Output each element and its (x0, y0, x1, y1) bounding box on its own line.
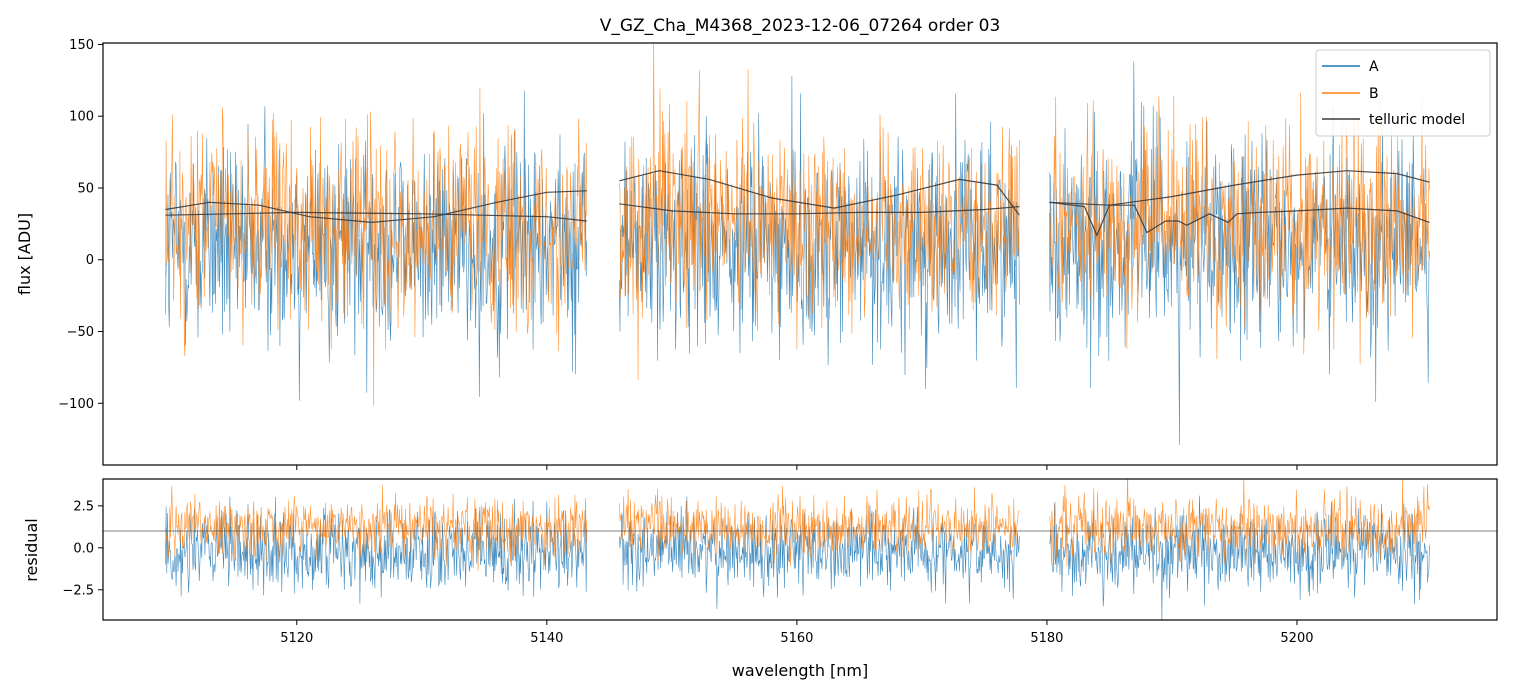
y-tick-label: 50 (77, 181, 94, 196)
x-tick-label: 5140 (530, 631, 563, 646)
series-a-line-segment-2 (619, 496, 1020, 609)
flux-plot-area (165, 43, 1430, 445)
x-axis-label: wavelength [nm] (732, 661, 869, 680)
series-b-line-segment-2 (619, 43, 1020, 381)
telluric-model-line-2 (165, 201, 1430, 237)
flux-y-axis-label: flux [ADU] (15, 213, 34, 295)
y-tick-label: 0.0 (73, 541, 94, 556)
legend-box (1315, 49, 1491, 137)
residual-y-axis: −2.5 0.0 2.5 (62, 499, 103, 598)
legend: A B telluric model (1315, 49, 1491, 137)
y-tick-label: −50 (67, 325, 94, 340)
y-tick-label: 100 (69, 110, 94, 125)
flux-panel-frame (102, 42, 1498, 466)
x-tick-label: 5160 (780, 631, 813, 646)
series-a-line-segment-3 (1049, 495, 1430, 620)
residual-panel-frame (102, 478, 1498, 621)
y-tick-label: 2.5 (73, 499, 94, 514)
residual-x-axis: 5120 5140 5160 5180 5200 (280, 620, 1314, 646)
series-b-line-segment-1 (165, 485, 588, 571)
series-b-line-segment-3 (1049, 479, 1430, 572)
y-tick-label: 150 (69, 38, 94, 53)
flux-y-axis: −100 −50 0 50 100 150 (58, 38, 103, 412)
y-tick-label: 0 (86, 253, 94, 268)
residual-y-axis-label: residual (22, 518, 41, 581)
series-a-line-segment-1 (165, 90, 588, 401)
legend-label-telluric: telluric model (1369, 112, 1465, 128)
series-a-line-segment-1 (165, 496, 588, 604)
series-b-line-segment-1 (165, 88, 588, 406)
legend-label-b: B (1369, 86, 1379, 102)
residual-plot-area (103, 479, 1497, 620)
telluric-model-line-1 (165, 170, 1430, 224)
x-tick-label: 5200 (1280, 631, 1313, 646)
chart-title: V_GZ_Cha_M4368_2023-12-06_07264 order 03 (600, 16, 1001, 36)
legend-label-a: A (1369, 59, 1379, 75)
series-b-line-segment-2 (619, 485, 1020, 566)
flux-x-axis (296, 465, 1298, 470)
y-tick-label: −100 (58, 397, 94, 412)
series-b-line-segment-3 (1049, 92, 1430, 365)
y-tick-label: −2.5 (62, 583, 94, 598)
x-tick-label: 5180 (1030, 631, 1063, 646)
x-tick-label: 5120 (280, 631, 313, 646)
